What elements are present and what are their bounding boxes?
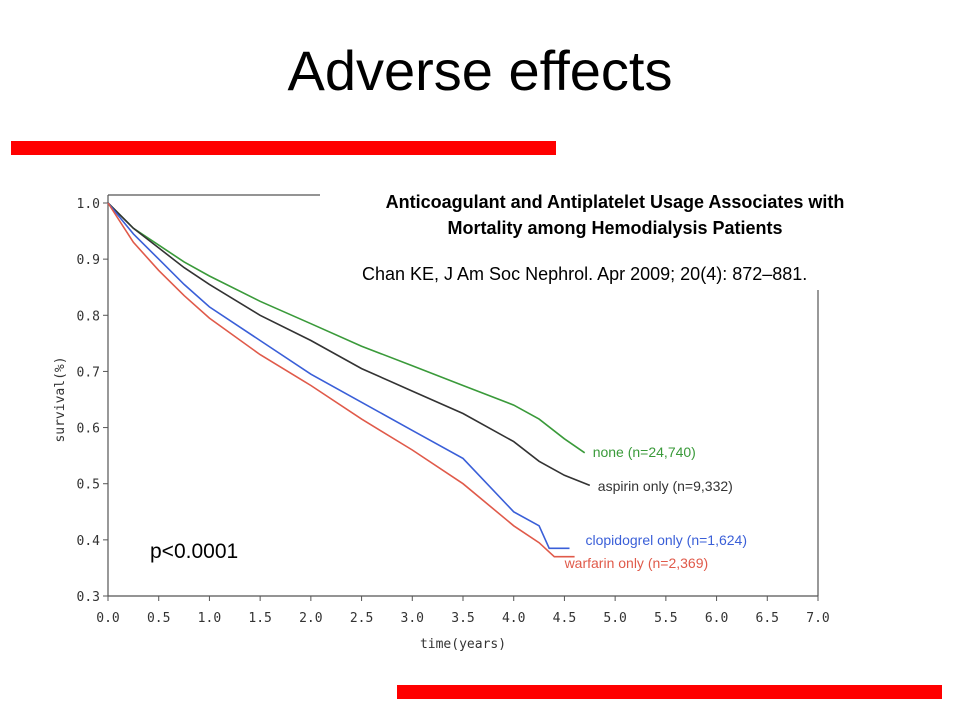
y-tick-label: 0.5 bbox=[77, 478, 100, 493]
y-axis-title: survival(%) bbox=[53, 356, 68, 442]
y-tick-label: 0.8 bbox=[77, 309, 100, 324]
x-tick-label: 6.5 bbox=[756, 611, 779, 626]
x-tick-label: 2.0 bbox=[299, 611, 322, 626]
y-tick-label: 0.9 bbox=[77, 253, 100, 268]
citation: Chan KE, J Am Soc Nephrol. Apr 2009; 20(… bbox=[362, 264, 808, 284]
series-line-2 bbox=[107, 202, 591, 487]
y-tick-label: 1.0 bbox=[77, 197, 100, 212]
paper-title: Anticoagulant and Antiplatelet Usage Ass… bbox=[340, 189, 890, 241]
series-line-4 bbox=[107, 202, 575, 558]
x-tick-label: 5.0 bbox=[603, 611, 626, 626]
red-accent-bar-bottom bbox=[397, 685, 942, 699]
x-tick-label: 3.0 bbox=[401, 611, 424, 626]
x-tick-label: 0.5 bbox=[147, 611, 170, 626]
x-tick-label: 1.5 bbox=[248, 611, 271, 626]
slide-title: Adverse effects bbox=[287, 39, 673, 102]
x-tick-label: 3.5 bbox=[451, 611, 474, 626]
p-value-annotation: p<0.0001 bbox=[150, 540, 239, 563]
x-tick-label: 1.0 bbox=[198, 611, 221, 626]
x-tick-label: 4.5 bbox=[553, 611, 576, 626]
series-line-3 bbox=[107, 202, 570, 550]
x-tick-label: 2.5 bbox=[350, 611, 373, 626]
x-axis-title: time(years) bbox=[420, 637, 506, 652]
x-tick-label: 7.0 bbox=[806, 611, 829, 626]
series-label-2: aspirin only (n=9,332) bbox=[597, 478, 733, 495]
y-tick-label: 0.4 bbox=[77, 534, 101, 549]
x-tick-label: 4.0 bbox=[502, 611, 525, 626]
red-accent-bar-top bbox=[11, 141, 556, 155]
x-tick-label: 6.0 bbox=[705, 611, 728, 626]
series-label-4: warfarin only (n=2,369) bbox=[564, 554, 709, 571]
series-line-1 bbox=[107, 202, 586, 454]
y-tick-label: 0.3 bbox=[77, 590, 100, 605]
x-tick-label: 0.0 bbox=[96, 611, 119, 626]
series-label-3: clopidogrel only (n=1,624) bbox=[585, 532, 748, 549]
y-tick-label: 0.6 bbox=[77, 422, 100, 437]
x-tick-label: 5.5 bbox=[654, 611, 677, 626]
series-label-1: none (n=24,740) bbox=[592, 443, 696, 460]
paper-title-line-2: Mortality among Hemodialysis Patients bbox=[447, 218, 783, 238]
paper-title-line-1: Anticoagulant and Antiplatelet Usage Ass… bbox=[385, 192, 845, 212]
y-tick-label: 0.7 bbox=[77, 365, 100, 380]
